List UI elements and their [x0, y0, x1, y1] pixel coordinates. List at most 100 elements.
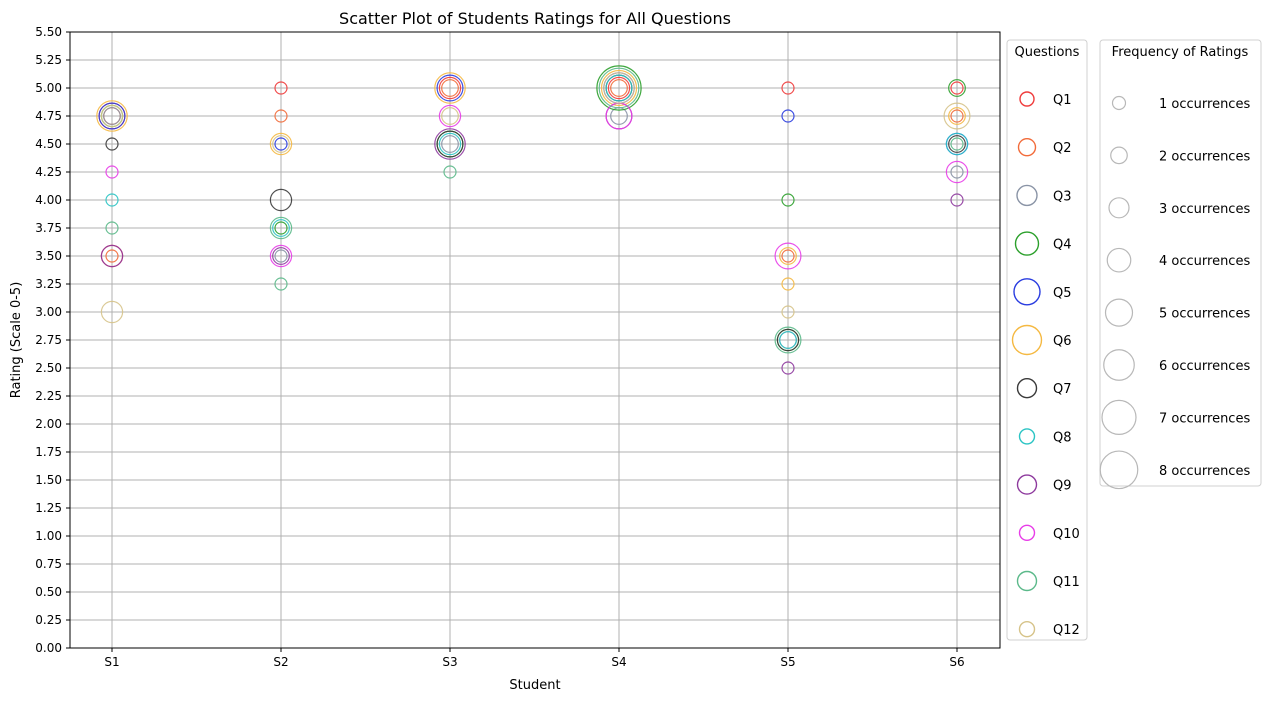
legend-label-q4: Q4: [1053, 238, 1072, 253]
legend-label-q2: Q2: [1053, 141, 1072, 156]
frequency-marker: [1106, 247, 1132, 273]
data-point-q8: [605, 74, 633, 102]
data-point-q7: [436, 130, 464, 158]
data-point-q6: [948, 107, 966, 125]
x-tick-label: S4: [611, 655, 626, 669]
data-point-q6: [600, 69, 638, 107]
data-point-q4: [781, 193, 795, 207]
data-point-q2: [274, 109, 288, 123]
data-point-q11: [774, 326, 802, 354]
data-point-q2: [610, 79, 628, 97]
data-point-q2: [950, 109, 964, 123]
frequency-marker: [1108, 197, 1130, 219]
legend-marker-q11: [1016, 570, 1038, 592]
frequency-legend: Frequency of Ratings 1 occurrences 2 occu…: [1099, 39, 1262, 490]
y-axis-ticks: 0.00 0.25 0.50 0.75 1.00 1.25 1.50 1.75 2.00 2.25…: [35, 25, 70, 655]
y-tick-label: 4.00: [35, 193, 62, 207]
frequency-marker: [1104, 298, 1134, 327]
frequency-label: 3 occurrences: [1159, 202, 1250, 217]
y-tick-label: 4.50: [35, 137, 62, 151]
chart-title: Scatter Plot of Students Ratings for All…: [339, 9, 731, 28]
data-point-q10: [774, 242, 802, 270]
legend-label-q7: Q7: [1053, 382, 1072, 397]
legend-label-q12: Q12: [1053, 623, 1080, 638]
y-axis-label: Rating (Scale 0-5): [9, 282, 24, 399]
data-point-q7: [776, 328, 800, 352]
y-tick-label: 2.00: [35, 417, 62, 431]
data-point-q2: [441, 79, 459, 97]
legend-label-q10: Q10: [1053, 527, 1080, 542]
data-points: [96, 65, 971, 375]
data-point-q10: [438, 104, 462, 128]
data-point-q12: [781, 305, 795, 319]
x-tick-label: S2: [273, 655, 288, 669]
data-point-q11: [274, 277, 288, 291]
x-axis-label: Student: [509, 678, 560, 693]
legend-label-q1: Q1: [1053, 93, 1072, 108]
data-point-q4: [948, 79, 966, 97]
y-tick-label: 0.00: [35, 641, 62, 655]
y-tick-label: 3.50: [35, 249, 62, 263]
data-point-q11: [950, 137, 964, 151]
y-tick-label: 4.25: [35, 165, 62, 179]
data-point-q6: [434, 72, 466, 104]
legend-label-q3: Q3: [1053, 189, 1072, 204]
data-point-q5: [781, 109, 795, 123]
frequency-legend-title: Frequency of Ratings: [1112, 45, 1249, 60]
grid-layer: [70, 31, 1000, 649]
data-point-q12: [603, 72, 635, 104]
data-point-q6: [96, 100, 128, 132]
y-tick-label: 2.75: [35, 333, 62, 347]
data-point-q7: [105, 137, 119, 151]
frequency-marker: [1103, 349, 1135, 381]
data-point-q12: [441, 107, 459, 125]
data-point-q4: [596, 65, 642, 111]
y-tick-label: 2.25: [35, 389, 62, 403]
frequency-marker: [1101, 399, 1137, 435]
frequency-marker: [1099, 450, 1139, 490]
frequency-legend-items: 1 occurrences 2 occurrences 3 occurrences 4…: [1099, 95, 1250, 490]
data-point-q11: [598, 67, 640, 109]
data-point-q5: [274, 137, 288, 151]
data-point-q5: [98, 102, 126, 130]
y-tick-label: 0.75: [35, 557, 62, 571]
frequency-label: 1 occurrences: [1159, 97, 1250, 112]
legend-marker-q6: [1011, 324, 1043, 356]
frequency-marker: [1111, 95, 1127, 111]
data-point-q11: [269, 216, 293, 240]
data-point-q8: [438, 132, 462, 156]
legend-marker-q10: [1018, 524, 1036, 541]
data-point-q1: [781, 81, 795, 95]
y-tick-label: 1.00: [35, 529, 62, 543]
frequency-label: 7 occurrences: [1159, 411, 1250, 426]
data-point-q6: [781, 277, 795, 291]
data-point-q1: [950, 81, 964, 95]
legend-label-q6: Q6: [1053, 334, 1072, 349]
frequency-label: 8 occurrences: [1159, 464, 1250, 479]
legend-marker-q3: [1016, 184, 1038, 207]
y-tick-label: 2.50: [35, 361, 62, 375]
data-point-q10: [269, 244, 293, 268]
legend-label-q9: Q9: [1053, 479, 1072, 494]
data-point-q3: [103, 107, 121, 125]
legend-marker-q4: [1014, 231, 1040, 256]
data-point-q12: [272, 135, 290, 153]
data-point-q9: [781, 361, 795, 375]
legend-marker-q2: [1017, 137, 1037, 157]
data-point-q2: [781, 249, 795, 263]
frequency-label: 4 occurrences: [1159, 254, 1250, 269]
y-tick-label: 1.75: [35, 445, 62, 459]
data-point-q9: [272, 247, 290, 265]
legend-label-q5: Q5: [1053, 286, 1072, 301]
legend-marker-q8: [1018, 428, 1036, 445]
data-point-q11: [105, 221, 119, 235]
data-point-q8: [272, 219, 290, 237]
y-tick-label: 4.75: [35, 109, 62, 123]
data-point-q12: [943, 102, 971, 130]
data-point-q8: [779, 331, 797, 349]
y-tick-label: 5.00: [35, 81, 62, 95]
y-tick-label: 3.25: [35, 277, 62, 291]
data-point-q10: [105, 165, 119, 179]
data-point-q6: [779, 247, 797, 265]
frequency-label: 5 occurrences: [1159, 307, 1250, 322]
